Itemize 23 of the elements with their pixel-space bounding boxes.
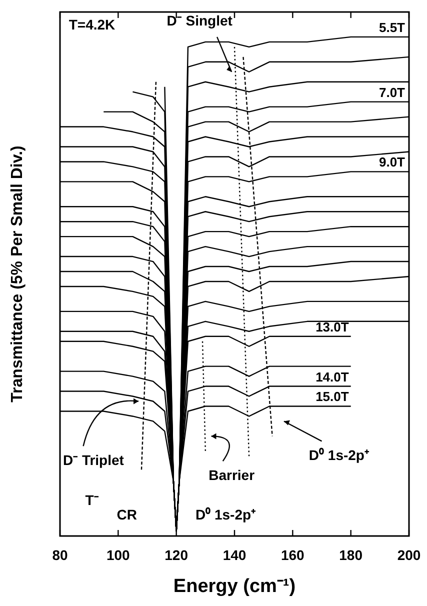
series-label: 15.0T [316,389,349,404]
text: D⁻ Singlet [166,12,233,29]
x-tick-label: 100 [106,546,130,563]
x-tick-label: 160 [280,546,305,563]
series-label: 13.0T [316,319,349,334]
annotation: D⁻ Triplet [62,452,124,468]
annotation: CR [116,506,138,523]
x-axis-title: Energy (cm⁻¹) [173,576,296,597]
x-tick-label: 80 [52,546,68,563]
annotation: Barrier [208,466,256,483]
x-tick-label: 200 [397,546,421,563]
text: T=4.2K [68,16,116,33]
series-label: 9.0T [378,154,406,170]
series-label: 14.0T [316,369,349,384]
y-axis-title: Transmittance (5% Per Small Div.) [9,146,26,402]
legend-label: 5.5T [378,20,406,35]
annotation: D⁰ 1s-2p⁺ [308,446,370,463]
series-label: 7.0T [378,84,406,100]
annotation: T⁻ [85,492,99,508]
x-tick-label: 180 [339,546,363,563]
x-tick-label: 120 [164,546,188,563]
x-tick-label: 140 [222,546,246,563]
annotation: D⁰ 1s-2p⁺ [195,506,256,523]
